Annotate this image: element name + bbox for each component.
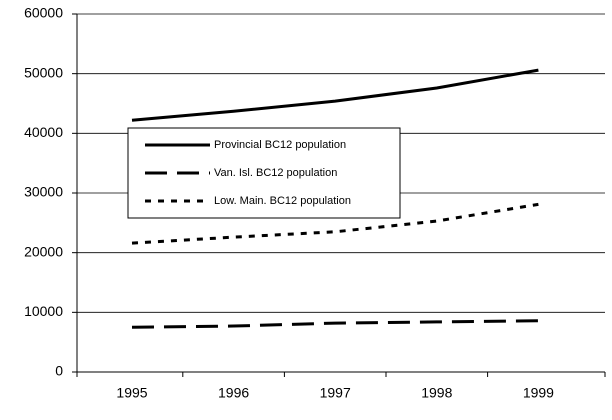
y-tick-label: 60000 [24,5,63,21]
y-tick-label: 10000 [24,303,63,319]
series-line [131,202,539,245]
x-tick-label: 1996 [218,385,249,401]
x-tick-label: 1995 [116,385,147,401]
legend-label: Low. Main. BC12 population [214,195,351,207]
y-tick-label: 0 [55,363,63,379]
series-line [131,68,539,122]
legend: Provincial BC12 population Van. Isl. BC12… [127,127,401,219]
series-line [131,319,539,329]
y-tick-label: 20000 [24,243,63,259]
legend-box [127,127,401,219]
y-tick-label: 30000 [24,184,63,200]
legend-label: Van. Isl. BC12 population [214,167,337,179]
y-tick-label: 50000 [24,64,63,80]
y-tick-label: 40000 [24,124,63,140]
x-tick-label: 1999 [523,385,554,401]
legend-label: Provincial BC12 population [214,139,346,151]
x-tick-label: 1998 [421,385,452,401]
x-tick-label: 1997 [320,385,351,401]
